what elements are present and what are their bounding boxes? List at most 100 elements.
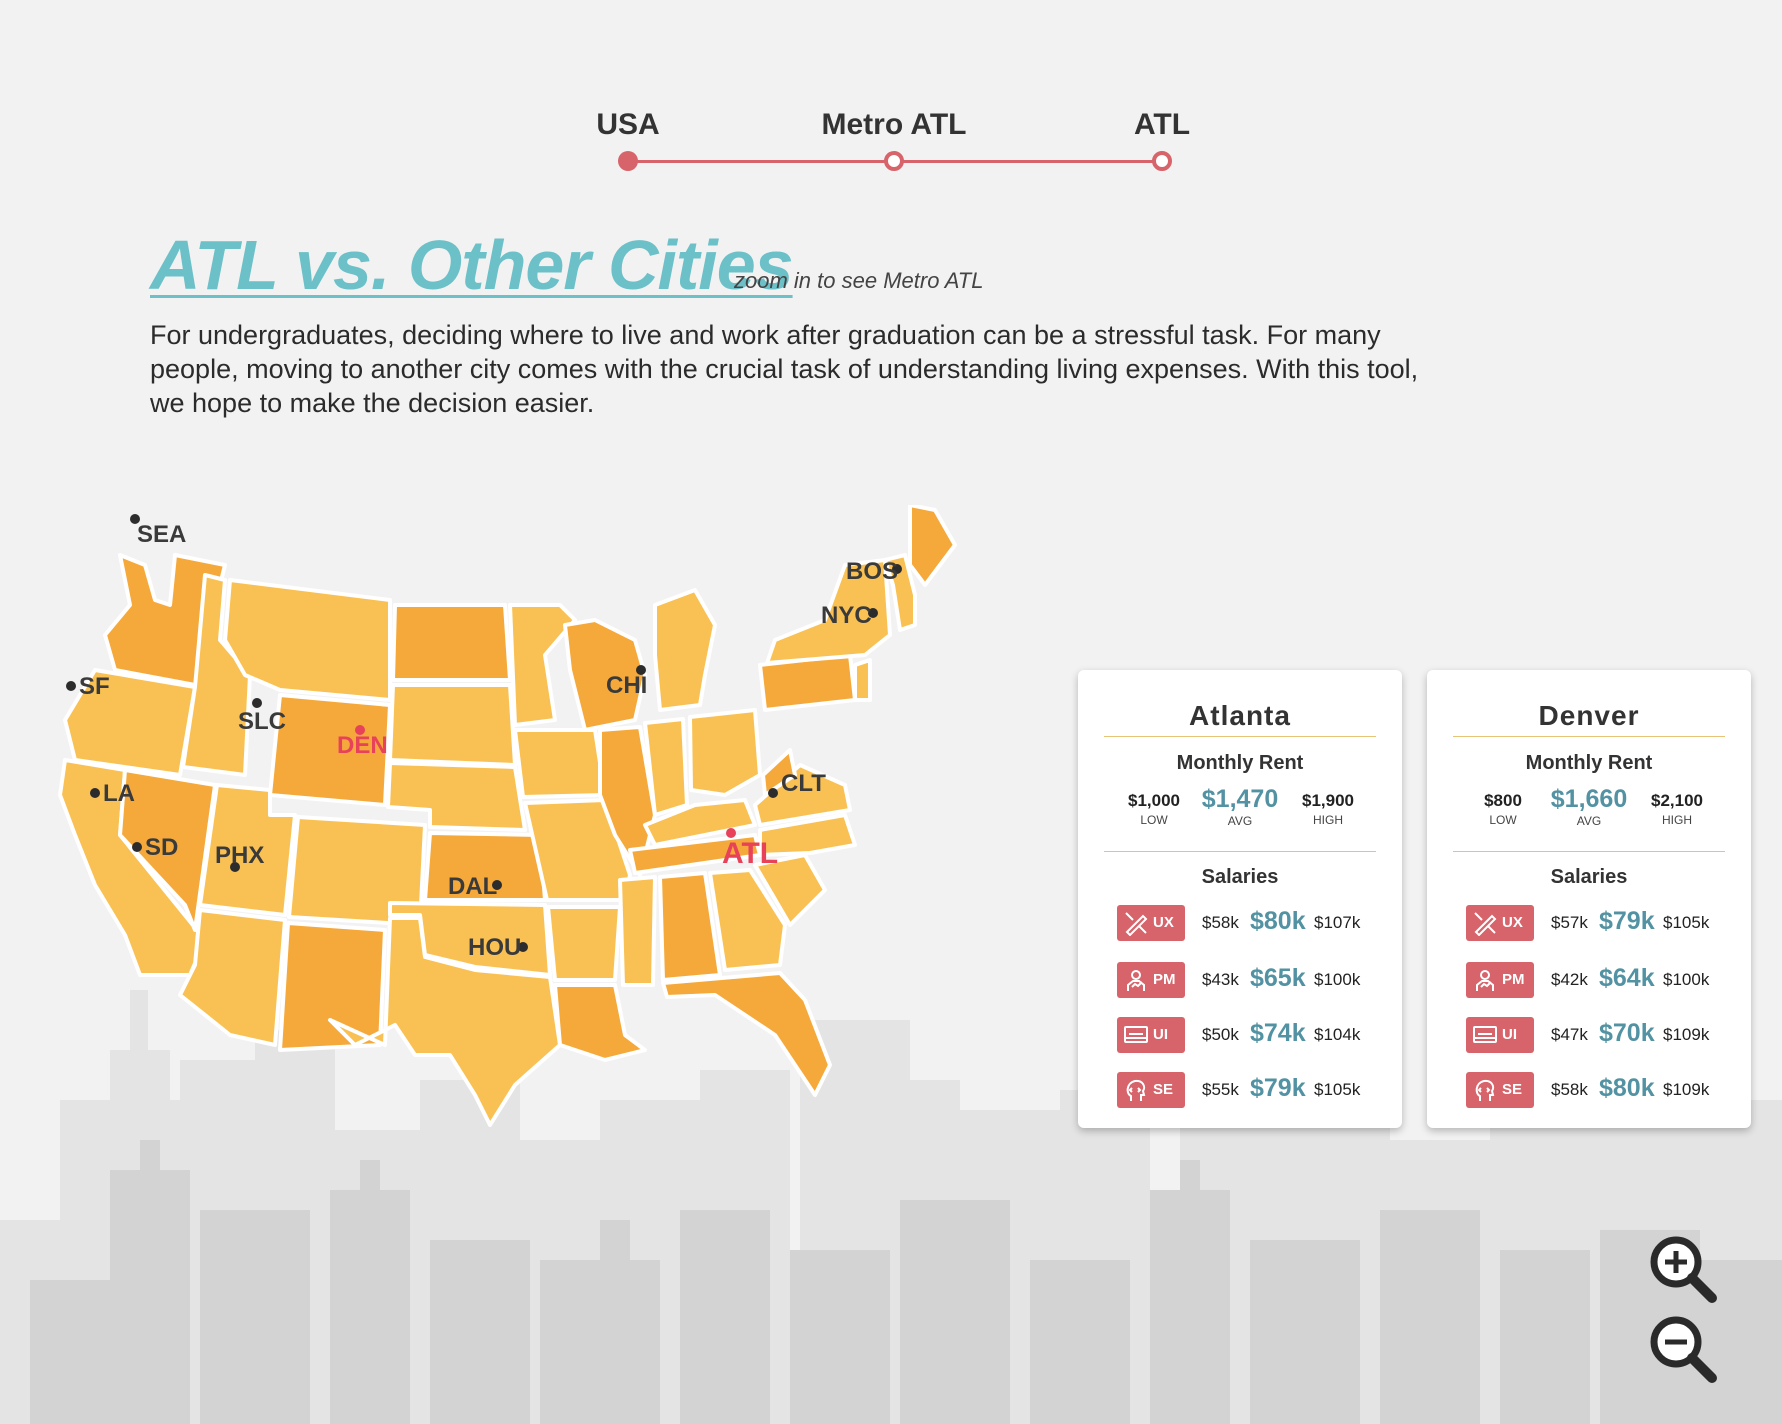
zoom-out-icon[interactable] (1646, 1312, 1720, 1386)
city-dot-chi (636, 665, 646, 675)
role-badge-pm[interactable]: PM (1117, 962, 1185, 998)
state-nevada (118, 768, 217, 932)
salary-low: $57k (1551, 913, 1588, 932)
rent-row: $1,000 LOW $1,470 AVG $1,900 HIGH (1078, 785, 1402, 837)
city-label-atl[interactable]: ATL (722, 837, 778, 870)
ui-design-icon (1124, 1026, 1148, 1043)
rent-avg: $1,470 AVG (1201, 785, 1279, 828)
state-ohio (688, 708, 762, 797)
city-dot-clt (768, 788, 778, 798)
salary-avg: $80k (1599, 1074, 1655, 1102)
state-alabama (658, 871, 722, 982)
breadcrumb-node-metro-atl[interactable] (884, 151, 904, 171)
role-badge-ui[interactable]: UI (1117, 1017, 1185, 1053)
card-divider (1104, 736, 1376, 737)
city-dot-la (90, 788, 100, 798)
card-divider (1453, 851, 1725, 852)
city-card-atlanta: Atlanta Monthly Rent $1,000 LOW $1,470 AVG… (1078, 670, 1402, 1128)
state-indiana (643, 717, 689, 817)
city-label-sd[interactable]: SD (145, 834, 178, 861)
city-dot-sd (132, 842, 142, 852)
city-label-sea[interactable]: SEA (137, 521, 186, 548)
state-mississippi (618, 875, 657, 987)
zoom-hint: zoom in to see Metro ATL (734, 268, 984, 293)
role-badge-se[interactable]: SE (1117, 1072, 1185, 1108)
state-wyoming (268, 693, 392, 807)
rent-section-title: Monthly Rent (1176, 752, 1304, 774)
salary-high: $107k (1314, 913, 1361, 932)
card-city-name: Denver (1538, 700, 1640, 731)
breadcrumb-label-atl: ATL (1133, 108, 1191, 141)
state-minnesota (508, 603, 577, 727)
salary-row-pm: PM $42k $64k $100k (1427, 962, 1751, 1002)
salary-low: $50k (1202, 1025, 1239, 1044)
city-label-bos[interactable]: BOS (846, 558, 898, 585)
breadcrumb-timeline: USA Metro ATL ATL (590, 108, 1210, 178)
state-utah (198, 783, 297, 917)
salary-high: $105k (1314, 1080, 1361, 1099)
salary-avg: $70k (1599, 1019, 1655, 1047)
city-label-den[interactable]: DEN (337, 732, 388, 759)
city-skyline-background (0, 990, 1782, 1424)
state-south-carolina (753, 853, 827, 927)
role-badge-ux[interactable]: UX (1117, 905, 1185, 941)
state-arizona (178, 908, 287, 1047)
salary-row-ux: UX $58k $80k $107k (1078, 905, 1402, 945)
city-dot-phx (230, 862, 240, 872)
salary-low: $47k (1551, 1025, 1588, 1044)
page-title[interactable]: ATL vs. Other Cities (150, 226, 794, 304)
salary-row-ui: UI $50k $74k $104k (1078, 1017, 1402, 1057)
salary-row-se: SE $58k $80k $109k (1427, 1072, 1751, 1112)
state-new-jersey (853, 658, 872, 702)
state-georgia (708, 868, 787, 972)
breadcrumb-node-usa[interactable] (618, 151, 638, 171)
role-badge-ui[interactable]: UI (1466, 1017, 1534, 1053)
rent-avg: $1,660 AVG (1550, 785, 1628, 828)
city-label-slc[interactable]: SLC (238, 708, 286, 735)
salary-row-ux: UX $57k $79k $105k (1427, 905, 1751, 945)
city-dot-nyc (868, 608, 878, 618)
city-dot-sea (130, 514, 140, 524)
city-label-hou[interactable]: HOU (468, 934, 521, 961)
software-engineer-icon (1126, 1079, 1146, 1101)
salary-avg: $80k (1250, 907, 1306, 935)
city-label-nyc[interactable]: NYC (821, 602, 872, 629)
us-map[interactable]: SEA SF LA SD SLC PHX DEN DAL HOU CHI CLT… (55, 505, 1085, 1175)
state-florida (661, 971, 832, 1097)
salary-high: $105k (1663, 913, 1710, 932)
state-nebraska (386, 761, 527, 832)
city-dot-atl (726, 828, 736, 838)
city-card-denver: Denver Monthly Rent $800 LOW $1,660 AVG $2… (1427, 670, 1751, 1128)
city-label-chi[interactable]: CHI (606, 672, 647, 699)
rent-low: $1,000 LOW (1128, 791, 1180, 827)
salary-avg: $65k (1250, 964, 1306, 992)
rent-low: $800 LOW (1484, 791, 1522, 827)
salary-low: $58k (1551, 1080, 1588, 1099)
role-badge-se[interactable]: SE (1466, 1072, 1534, 1108)
salary-row-ui: UI $47k $70k $109k (1427, 1017, 1751, 1057)
state-oregon (63, 668, 197, 777)
rent-high: $2,100 HIGH (1651, 791, 1703, 827)
city-label-clt[interactable]: CLT (781, 770, 826, 797)
city-label-la[interactable]: LA (103, 780, 135, 807)
ux-design-icon (1474, 912, 1497, 936)
zoom-in-icon[interactable] (1646, 1232, 1720, 1306)
salary-avg: $64k (1599, 964, 1655, 992)
product-manager-icon (1127, 970, 1145, 991)
salary-avg: $79k (1250, 1074, 1306, 1102)
city-label-sf[interactable]: SF (79, 673, 110, 700)
state-new-york (765, 558, 892, 665)
role-badge-pm[interactable]: PM (1466, 962, 1534, 998)
state-maine (908, 505, 957, 587)
city-label-dal[interactable]: DAL (448, 873, 497, 900)
city-dot-hou (518, 942, 528, 952)
role-badge-ux[interactable]: UX (1466, 905, 1534, 941)
breadcrumb-node-atl[interactable] (1152, 151, 1172, 171)
city-label-phx[interactable]: PHX (215, 842, 264, 869)
software-engineer-icon (1475, 1079, 1495, 1101)
salary-avg: $79k (1599, 907, 1655, 935)
product-manager-icon (1476, 970, 1494, 991)
state-iowa (513, 728, 607, 799)
salary-low: $42k (1551, 970, 1588, 989)
salary-low: $43k (1202, 970, 1239, 989)
